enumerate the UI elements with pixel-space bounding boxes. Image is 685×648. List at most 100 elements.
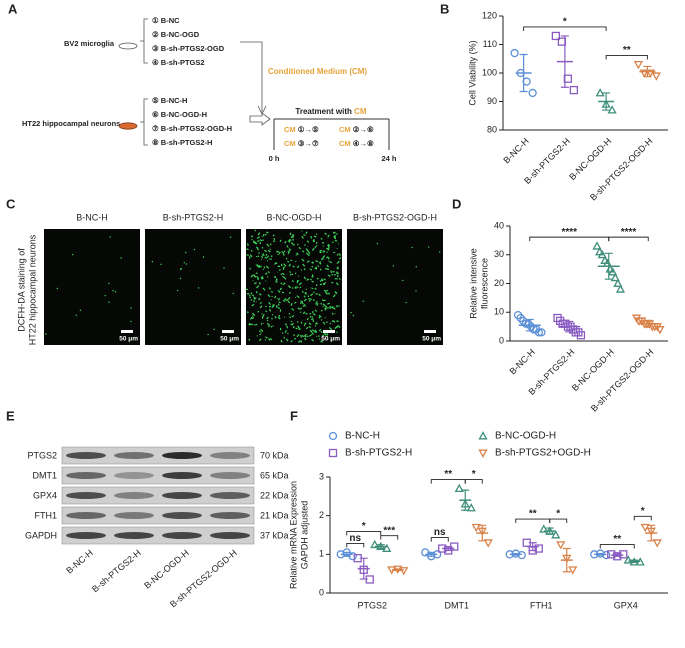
data-point [534,328,543,337]
y-tick-label: 80 [487,124,497,134]
cell-signal [330,270,332,274]
cell-signal [376,242,379,245]
band [162,472,202,479]
cell-signal [324,291,328,295]
error-bar [359,557,368,580]
cell-signal [296,333,300,338]
legend-label: B-sh-PTGS2+OGD-H [495,448,591,459]
size-label: 21 kDa [260,510,289,520]
cell-signal [334,277,337,280]
y-axis-label: Relative intensive [468,248,478,319]
cell-signal [320,278,324,282]
blot-strip [61,466,255,485]
data-point [454,483,464,493]
treatment-label: Treatment with CM [295,107,366,116]
cell-signal [275,281,278,283]
band [162,512,202,519]
cell-signal [315,301,318,304]
blot-strip [61,506,255,525]
cell-signal [311,338,314,342]
cell-signal [317,265,320,267]
cell-signal [329,275,331,277]
cell-signal [232,292,234,295]
cell-signal [266,316,269,320]
cell-signal [329,261,333,264]
cell-signal [307,250,311,254]
cell-signal [315,244,318,247]
cell-signal [268,287,272,290]
cell-signal [266,322,270,326]
cell-signal [291,308,295,311]
treatment-text: Treatment with [295,107,354,116]
cell-signal [255,272,258,275]
data-point [537,328,546,337]
cell-signal [298,246,302,250]
cell-signal [179,277,182,280]
group: ③ B-sh-PTGS2-OGD [152,44,225,53]
significance-bracket [346,542,365,548]
cell-signal [309,268,313,271]
x-tick-label: PTGS2 [357,600,387,610]
cell-signal [258,297,261,301]
data-point [466,503,476,512]
cell-signal [315,302,317,305]
cell-signal [319,279,323,282]
data-point [623,555,633,564]
cell-signal [255,323,258,326]
cell-signal [283,266,286,269]
cell-signal [322,282,325,286]
legend-label: B-NC-OGD-H [495,431,556,442]
cell-signal [310,318,314,321]
error-bar [461,489,470,511]
cell-signal [305,326,309,330]
cell-signal [288,239,291,242]
data-point [399,567,409,576]
scale-bar-label: 50 μm [321,336,340,343]
significance-bracket [608,236,649,242]
group: ⑥ B-NC-OGD-H [152,110,207,119]
cell-signal [280,282,283,285]
cell-signal [193,248,196,251]
cell-signal [311,274,314,277]
cell-signal [322,321,326,325]
cell-signal [282,299,286,302]
cell-signal [255,246,259,249]
cell-signal [197,287,200,289]
cell-signal [307,295,310,298]
cell-signal [336,325,340,328]
data-point [576,331,586,340]
cell-signal [302,303,306,308]
cell-signal [315,322,318,325]
y-tick-label: 0 [319,587,324,597]
cell-signal [315,267,318,270]
cell-signal [320,339,323,343]
cell-signal [336,266,339,270]
band [66,472,106,479]
cell-signal [108,282,110,285]
cell-signal [320,237,323,240]
cell-signal [314,287,317,290]
y-tick-label: 90 [487,96,497,106]
cell-signal [108,301,110,303]
cell-signal [284,240,287,244]
diagram: BV2 microglia ① B-NC ② B-NC-OGD ③ B-sh-P… [22,16,397,163]
cell-signal [114,291,117,293]
cell-signal [284,323,288,326]
cell-signal [297,325,300,329]
group: ⑤ B-NC-H [152,96,187,105]
cell-signal [302,311,306,315]
cell-signal [269,308,272,312]
connector [240,41,263,112]
cell-signal [277,297,281,301]
data-point [551,31,561,41]
cell-signal [278,269,281,271]
cell-signal [311,265,314,268]
significance-label: ** [623,45,631,56]
cell-signal [257,278,260,281]
error-bar [596,552,605,556]
cell-signal [270,255,273,258]
cell-signal [319,268,322,271]
cell-signal [338,278,341,281]
error-bar [643,65,652,78]
group: ④ B-sh-PTGS2 [152,58,205,67]
